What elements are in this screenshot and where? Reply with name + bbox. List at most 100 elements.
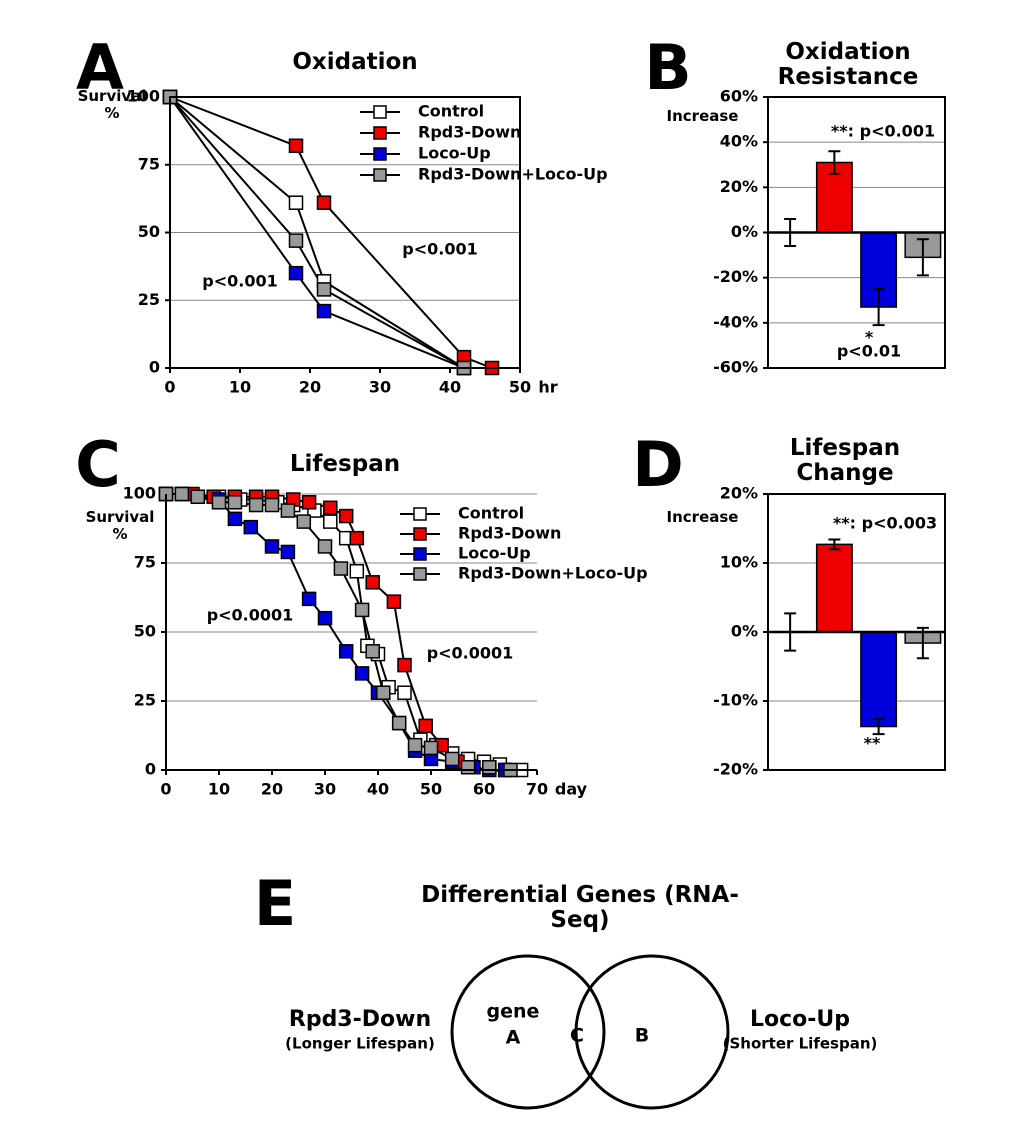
legend-label: Loco-Up xyxy=(418,144,491,163)
legend-marker xyxy=(413,567,427,581)
x-tick-label: 10 xyxy=(229,378,251,397)
marker xyxy=(280,544,296,560)
x-tick-label: 40 xyxy=(439,378,461,397)
error-bar xyxy=(828,150,841,175)
axes xyxy=(767,493,946,771)
marker xyxy=(264,539,280,554)
y-tick-label: 0 xyxy=(145,760,156,779)
annotation: **: p<0.001 xyxy=(831,122,935,141)
marker xyxy=(316,303,332,319)
marker xyxy=(317,539,333,554)
axes xyxy=(169,96,521,369)
legend-marker xyxy=(373,105,387,119)
set-circle xyxy=(450,954,606,1110)
marker xyxy=(316,195,332,210)
region-label: C xyxy=(570,1025,584,1047)
y-tick-label: 75 xyxy=(138,154,160,173)
y-tick-label: -10% xyxy=(713,691,758,710)
y-axis-label: Survival % xyxy=(77,87,147,122)
marker xyxy=(365,644,380,659)
annotation: **: p<0.003 xyxy=(833,514,937,533)
marker xyxy=(264,497,280,513)
bar xyxy=(815,543,853,633)
marker xyxy=(333,561,349,576)
marker xyxy=(190,489,206,505)
marker xyxy=(288,233,304,248)
set-label: Loco-Up xyxy=(750,1007,850,1032)
marker xyxy=(288,195,304,210)
y-tick-label: 100 xyxy=(127,87,160,106)
marker xyxy=(323,500,338,516)
marker xyxy=(354,602,370,618)
chart-title: Oxidation Resistance xyxy=(777,39,919,90)
axes xyxy=(767,96,946,369)
y-tick-label: 50 xyxy=(138,222,160,241)
x-tick-label: 50 xyxy=(509,378,531,397)
legend-label: Loco-Up xyxy=(458,544,531,563)
marker xyxy=(288,138,304,154)
x-tick-label: 0 xyxy=(164,378,175,397)
chart-title: Oxidation xyxy=(292,49,418,75)
error-bar xyxy=(872,287,885,327)
panel-letter: A xyxy=(76,31,124,104)
legend-label: Rpd3-Down xyxy=(458,524,561,543)
legend-marker xyxy=(413,507,427,521)
legend-marker xyxy=(373,126,387,140)
region-label: A xyxy=(506,1027,521,1049)
x-tick-label: 0 xyxy=(160,780,171,799)
marker xyxy=(338,644,354,659)
legend-label: Rpd3-Down+Loco-Up xyxy=(458,564,648,583)
panel-letter: D xyxy=(632,428,683,501)
marker xyxy=(301,495,317,510)
x-axis-label: day xyxy=(555,780,588,799)
annotation: p<0.0001 xyxy=(207,606,294,625)
marker xyxy=(397,657,412,673)
x-tick-label: 30 xyxy=(369,378,391,397)
annotation: p<0.0001 xyxy=(427,644,514,663)
y-tick-label: 100 xyxy=(123,484,156,503)
marker xyxy=(174,486,190,502)
set-circle xyxy=(574,954,730,1110)
region-note: gene xyxy=(487,1001,540,1023)
marker xyxy=(296,514,312,529)
marker xyxy=(365,575,380,590)
x-tick-label: 70 xyxy=(526,780,548,799)
chart-title: Lifespan xyxy=(289,451,401,477)
y-tick-label: -20% xyxy=(713,267,758,286)
bar xyxy=(860,631,898,728)
annotation: p<0.001 xyxy=(202,272,277,291)
y-tick-label: 25 xyxy=(138,290,160,309)
marker xyxy=(460,759,476,775)
x-axis-label: hr xyxy=(538,378,557,397)
y-tick-label: -40% xyxy=(713,312,758,331)
legend-label: Control xyxy=(458,504,524,523)
panel-letter: C xyxy=(75,428,121,501)
legend-marker xyxy=(373,168,387,182)
error-bar xyxy=(828,538,841,551)
series-line xyxy=(169,96,465,369)
legend-marker xyxy=(413,547,427,561)
x-tick-label: 40 xyxy=(367,780,389,799)
series-line xyxy=(169,96,465,369)
marker xyxy=(418,718,433,734)
series-line xyxy=(169,96,465,369)
marker xyxy=(316,282,332,297)
y-tick-label: 40% xyxy=(720,132,758,151)
error-bar xyxy=(872,717,885,736)
marker xyxy=(482,759,497,775)
legend-label: Rpd3-Down xyxy=(418,123,521,142)
error-bar xyxy=(916,238,929,277)
set-label: Rpd3-Down xyxy=(289,1007,431,1032)
y-tick-label: 20% xyxy=(720,177,758,196)
marker xyxy=(243,519,259,535)
x-tick-label: 50 xyxy=(420,780,442,799)
x-tick-label: 20 xyxy=(299,378,321,397)
annotation: * xyxy=(865,328,874,347)
chart-title: Lifespan Change xyxy=(789,435,901,486)
region-label: B xyxy=(635,1025,649,1047)
marker xyxy=(248,497,264,513)
marker xyxy=(444,751,460,767)
x-tick-label: 20 xyxy=(261,780,283,799)
